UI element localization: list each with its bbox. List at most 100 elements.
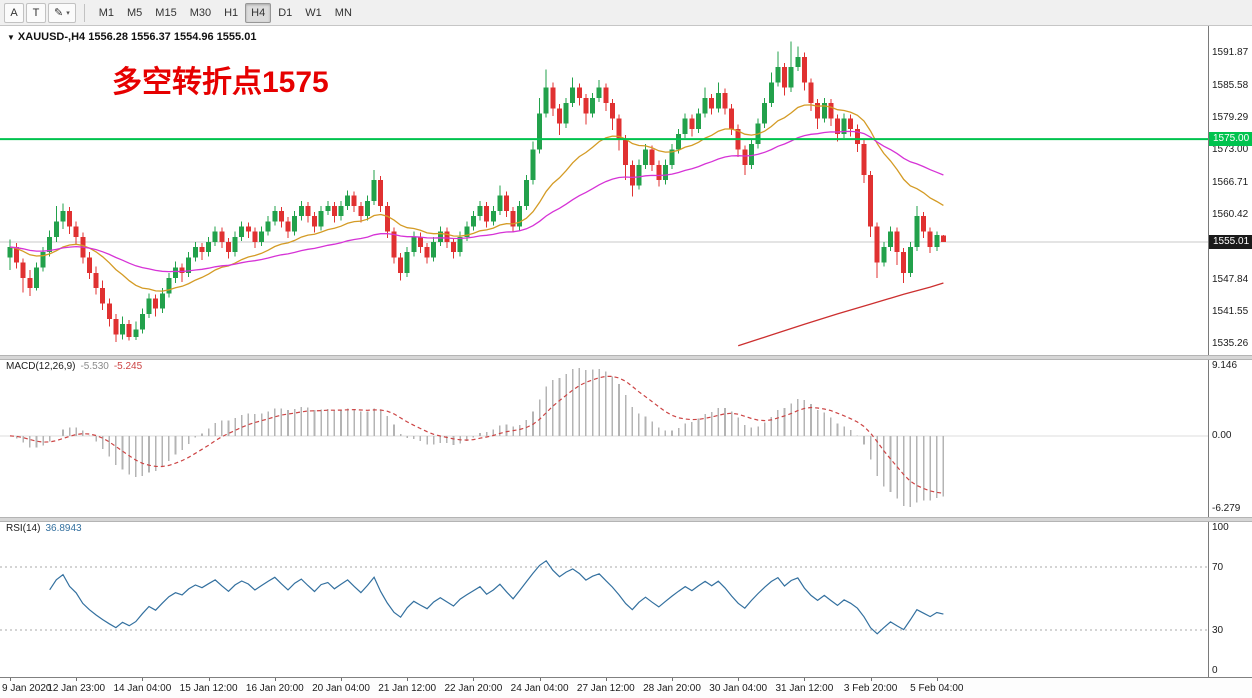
macd-signal-line — [9, 375, 944, 494]
candle — [921, 212, 927, 238]
candle — [788, 41, 794, 92]
candle — [497, 185, 503, 216]
candle — [821, 97, 827, 123]
toolbar: A T ✎ ▾ M1 M5 M15 M30 H1 H4 D1 W1 MN — [0, 0, 1252, 26]
collapse-arrow-icon[interactable]: ▼ — [7, 33, 15, 42]
time-axis-label: 21 Jan 12:00 — [378, 683, 437, 694]
time-axis-tick — [804, 678, 806, 681]
annotation-text[interactable]: 多空转折点1575 — [112, 66, 329, 99]
timeframe-m30-button[interactable]: M30 — [189, 6, 212, 19]
candle — [47, 230, 53, 257]
candle — [643, 144, 649, 169]
price-axis[interactable] — [1208, 26, 1252, 677]
price-axis-label: 1573.00 — [1212, 144, 1249, 156]
macd-indicator-label: MACD(12,26,9) -5.530 -5.245 — [6, 361, 142, 372]
timeframe-h4-button[interactable]: H4 — [245, 2, 272, 23]
candle — [609, 98, 615, 130]
candle — [848, 114, 854, 137]
ma-slow-line[interactable] — [738, 282, 944, 347]
candle — [67, 206, 73, 235]
time-axis[interactable]: 9 Jan 2020 12 Jan 23:00 14 Jan 04:00 15 Jan… — [0, 677, 1252, 698]
time-axis-label: 15 Jan 12:00 — [179, 683, 238, 694]
candle — [225, 237, 231, 259]
candle — [689, 114, 695, 137]
price-axis-label: 1579.29 — [1212, 112, 1249, 124]
candle — [543, 69, 549, 118]
candle — [33, 262, 39, 291]
draw-tool-button[interactable]: ✎ ▾ — [48, 2, 76, 23]
ma-mid-line[interactable] — [9, 130, 944, 273]
timeframe-mn-button[interactable]: MN — [334, 6, 352, 19]
ma-fast-line[interactable] — [9, 104, 944, 292]
candle — [629, 160, 635, 197]
macd-panel-canvas[interactable] — [0, 358, 1208, 517]
time-axis-tick — [142, 678, 144, 681]
candle — [768, 72, 774, 108]
candle — [298, 200, 304, 221]
timeframe-m15-button[interactable]: M15 — [155, 6, 177, 19]
candle — [808, 78, 814, 111]
candle — [874, 222, 880, 278]
time-axis-label: 28 Jan 20:00 — [643, 683, 701, 694]
candle — [312, 212, 318, 233]
candle — [351, 191, 357, 213]
candle — [709, 93, 715, 115]
time-axis-tick — [76, 678, 78, 681]
candle — [556, 104, 562, 135]
candle — [887, 226, 893, 252]
price-chart-canvas[interactable] — [0, 26, 1208, 355]
candlesticks — [7, 41, 946, 343]
panel-divider[interactable] — [0, 355, 1252, 360]
price-axis-label: 1560.42 — [1212, 209, 1249, 221]
candle — [616, 114, 622, 151]
candle — [828, 98, 834, 127]
candle — [431, 236, 437, 262]
timeframe-h1-button[interactable]: H1 — [224, 6, 239, 19]
time-axis-tick — [870, 678, 872, 681]
candle — [120, 316, 126, 340]
candle — [7, 239, 13, 271]
timeframe-m1-button[interactable]: M1 — [98, 6, 115, 19]
annotate-a-tool-button[interactable]: A — [4, 2, 24, 23]
candle — [53, 205, 59, 242]
candle — [86, 252, 92, 279]
candle — [331, 201, 337, 223]
time-axis-label: 20 Jan 04:00 — [312, 683, 370, 694]
timeframe-d1-button[interactable]: D1 — [278, 6, 293, 19]
time-axis-label: 16 Jan 20:00 — [245, 683, 304, 694]
chart-area: 1575.00 1555.01 ▼ XAUUSD-,H4 1556.28 1556… — [0, 26, 1252, 698]
candle — [424, 242, 430, 264]
candle — [623, 134, 629, 181]
time-axis-label: 22 Jan 20:00 — [444, 683, 503, 694]
candle — [265, 216, 271, 236]
candle — [186, 252, 192, 277]
timeframe-m5-button[interactable]: M5 — [127, 6, 143, 19]
candle — [14, 242, 20, 269]
candle — [239, 221, 245, 241]
panel-divider[interactable] — [0, 517, 1252, 522]
candle — [232, 231, 238, 257]
candle — [318, 205, 324, 231]
candle — [742, 145, 748, 176]
candle — [636, 159, 642, 190]
candle — [881, 241, 887, 267]
candle — [901, 248, 907, 284]
candle — [748, 139, 754, 169]
candle — [914, 205, 920, 252]
timeframe-w1-button[interactable]: W1 — [305, 6, 322, 19]
candle — [907, 241, 913, 277]
candle — [510, 206, 516, 233]
time-axis-tick — [539, 678, 541, 681]
candle — [173, 261, 178, 284]
time-axis-tick — [936, 678, 938, 681]
candle — [20, 258, 26, 293]
text-tool-button[interactable]: T — [26, 2, 46, 23]
time-axis-tick — [738, 678, 740, 681]
rsi-indicator-label: RSI(14) 36.8943 — [6, 523, 82, 534]
rsi-panel-canvas[interactable] — [0, 520, 1208, 677]
toolbar-separator — [83, 3, 85, 22]
candle — [722, 88, 728, 115]
rsi-axis-label: 0 — [1212, 665, 1218, 676]
macd-axis-label: 0.00 — [1212, 429, 1232, 441]
